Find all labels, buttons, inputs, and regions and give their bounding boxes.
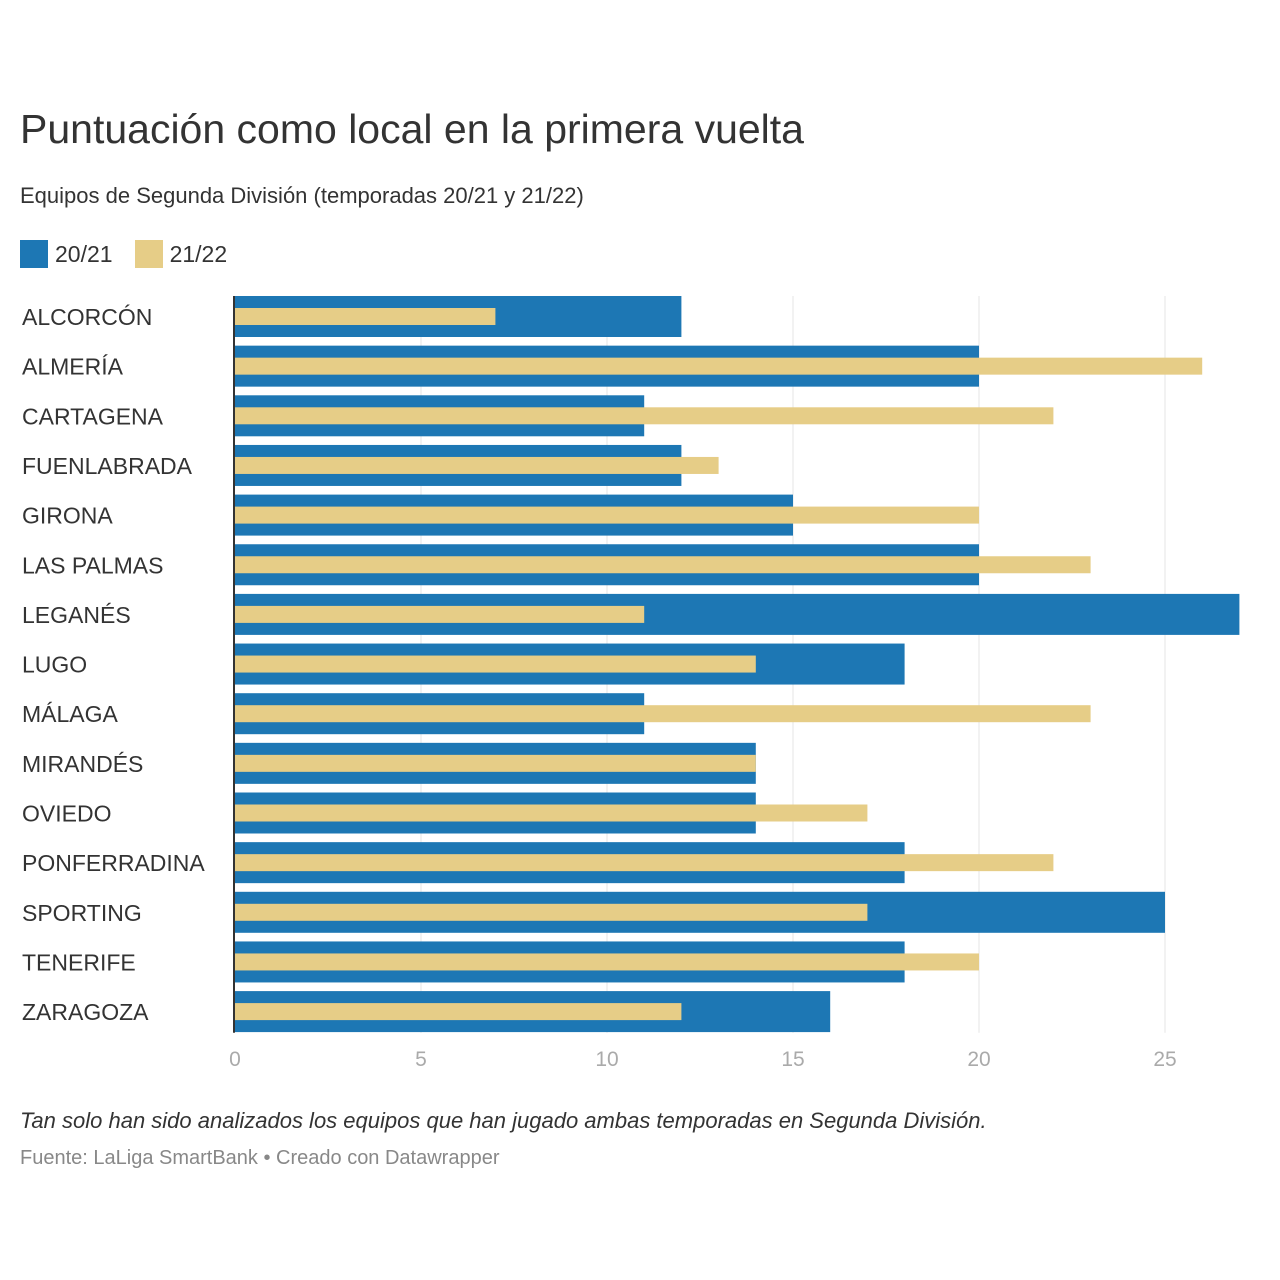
chart-title: Puntuación como local en la primera vuel… [20,106,804,152]
x-tick-label: 5 [415,1048,427,1071]
chart-subtitle: Equipos de Segunda División (temporadas … [20,183,584,208]
legend-label: 20/21 [55,240,113,267]
category-label: LUGO [22,652,87,678]
bar-2122 [235,854,1054,872]
bar-2122 [235,705,1091,723]
legend-swatch-2021 [20,240,48,268]
x-tick-label: 15 [781,1048,804,1071]
bar-2122 [235,804,868,822]
category-label: PONFERRADINA [22,850,205,876]
bar-2122 [235,953,979,971]
legend-item-2122: 21/22 [134,240,228,268]
x-tick-label: 25 [1153,1048,1176,1071]
legend-swatch-2122 [134,240,163,268]
category-label: FUENLABRADA [22,453,193,479]
legend-label: 21/22 [169,240,228,267]
category-label: ZARAGOZA [22,999,149,1025]
x-tick-label: 0 [229,1048,241,1071]
bar-2122 [235,456,719,474]
category-label: MIRANDÉS [22,751,143,777]
category-label: MÁLAGA [22,701,119,727]
category-label: TENERIFE [22,949,136,975]
bar-2122 [235,655,756,673]
bar-2122 [235,903,868,921]
chart-note: Tan solo han sido analizados los equipos… [20,1108,987,1133]
category-label: GIRONA [22,503,113,529]
x-tick-label: 20 [967,1048,990,1071]
legend-item-2021: 20/21 [20,240,113,268]
category-label: ALCORCÓN [22,304,152,330]
category-label: LEGANÉS [22,602,131,628]
bar-2122 [235,605,645,623]
category-label: CARTAGENA [22,403,164,429]
bar-2122 [235,754,756,772]
bar-2122 [235,357,1203,375]
category-label: ALMERÍA [22,354,124,380]
bar-2122 [235,506,979,524]
legend: 20/21 21/22 [20,240,249,268]
category-label: SPORTING [22,900,142,926]
chart-source: Fuente: LaLiga SmartBank • Creado con Da… [20,1147,500,1169]
category-label: LAS PALMAS [22,552,163,578]
x-tick-label: 10 [595,1048,618,1071]
bar-2122 [235,308,496,325]
bar-2122 [235,1003,682,1021]
category-label: OVIEDO [22,801,111,827]
bar-2122 [235,556,1091,574]
bar-2122 [235,407,1054,425]
